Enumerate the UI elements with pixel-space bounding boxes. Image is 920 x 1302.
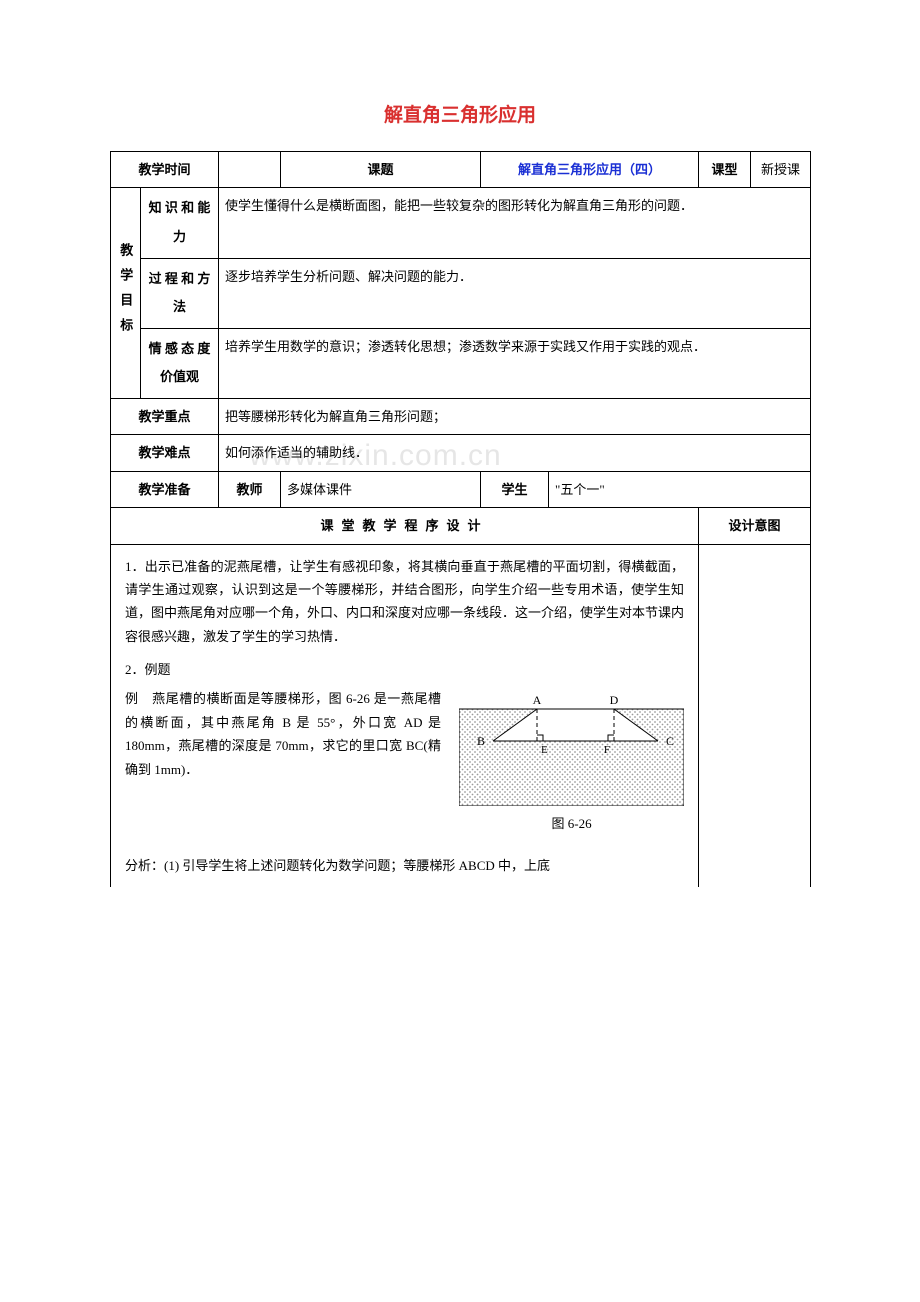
- figure-caption: 图 6-26: [459, 812, 684, 835]
- value-difficulty-cell: www.zixin.com.cn 如何添作适当的辅助线．: [219, 435, 811, 471]
- table-row: 过 程 和 方 法 逐步培养学生分析问题、解决问题的能力．: [111, 258, 811, 328]
- table-row: 情 感 态 度 价值观 培养学生用数学的意识；渗透转化思想；渗透数学来源于实践又…: [111, 328, 811, 398]
- content-p1: 1．出示已准备的泥燕尾槽，让学生有感视印象，将其横向垂直于燕尾槽的平面切割，得横…: [125, 555, 684, 649]
- label-design-intent: 设计意图: [699, 508, 811, 544]
- value-prep-student: "五个一": [549, 471, 811, 507]
- value-difficulty: 如何添作适当的辅助线．: [225, 445, 368, 460]
- table-row: 课堂教学程序设计 设计意图: [111, 508, 811, 544]
- lesson-plan-table: 教学时间 课题 解直角三角形应用（四） 课型 新授课 教学目标 知 识 和 能 …: [110, 151, 811, 887]
- label-goal-process: 过 程 和 方 法: [141, 258, 219, 328]
- content-p4: 分析：(1) 引导学生将上述问题转化为数学问题；等腰梯形 ABCD 中，上底: [125, 854, 684, 877]
- document-title: 解直角三角形应用: [110, 100, 810, 127]
- value-type: 新授课: [751, 152, 811, 188]
- table-row: 教学重点 把等腰梯形转化为解直角三角形问题；: [111, 398, 811, 434]
- figure-svg: A D B C E F: [459, 691, 684, 806]
- label-focus: 教学重点: [111, 398, 219, 434]
- label-goal-attitude: 情 感 态 度 价值观: [141, 328, 219, 398]
- value-teaching-time: [219, 152, 281, 188]
- label-goals: 教学目标: [111, 188, 141, 399]
- value-focus: 把等腰梯形转化为解直角三角形问题；: [219, 398, 811, 434]
- value-topic: 解直角三角形应用（四）: [481, 152, 699, 188]
- label-goal-knowledge: 知 识 和 能 力: [141, 188, 219, 258]
- label-teaching-time: 教学时间: [111, 152, 219, 188]
- table-row: 1．出示已准备的泥燕尾槽，让学生有感视印象，将其横向垂直于燕尾槽的平面切割，得横…: [111, 544, 811, 887]
- label-topic: 课题: [281, 152, 481, 188]
- table-row: 教学时间 课题 解直角三角形应用（四） 课型 新授课: [111, 152, 811, 188]
- content-main: 1．出示已准备的泥燕尾槽，让学生有感视印象，将其横向垂直于燕尾槽的平面切割，得横…: [111, 544, 699, 887]
- table-row: 教学准备 教师 多媒体课件 学生 "五个一": [111, 471, 811, 507]
- fig-label-B: B: [477, 734, 485, 748]
- value-prep-teacher: 多媒体课件: [281, 471, 481, 507]
- label-prep-teacher: 教师: [219, 471, 281, 507]
- figure-6-26: A D B C E F 图 6-26: [459, 691, 684, 835]
- label-difficulty: 教学难点: [111, 435, 219, 471]
- table-row: 教学目标 知 识 和 能 力 使学生懂得什么是横断面图，能把一些较复杂的图形转化…: [111, 188, 811, 258]
- label-type: 课型: [699, 152, 751, 188]
- content-intent: [699, 544, 811, 887]
- fig-label-A: A: [533, 693, 542, 707]
- fig-label-E: E: [541, 744, 548, 756]
- value-goal-attitude: 培养学生用数学的意识；渗透转化思想；渗透数学来源于实践又作用于实践的观点．: [219, 328, 811, 398]
- value-goal-process: 逐步培养学生分析问题、解决问题的能力．: [219, 258, 811, 328]
- fig-label-D: D: [610, 693, 619, 707]
- label-design-header: 课堂教学程序设计: [111, 508, 699, 544]
- fig-label-F: F: [604, 744, 610, 756]
- value-goal-knowledge: 使学生懂得什么是横断面图，能把一些较复杂的图形转化为解直角三角形的问题．: [219, 188, 811, 258]
- label-prep: 教学准备: [111, 471, 219, 507]
- label-prep-student: 学生: [481, 471, 549, 507]
- content-p2: 2．例题: [125, 658, 684, 681]
- fig-label-C: C: [666, 734, 674, 748]
- table-row: 教学难点 www.zixin.com.cn 如何添作适当的辅助线．: [111, 435, 811, 471]
